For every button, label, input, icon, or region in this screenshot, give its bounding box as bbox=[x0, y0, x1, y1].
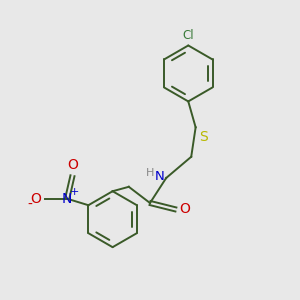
Text: O: O bbox=[67, 158, 78, 172]
Text: N: N bbox=[62, 192, 72, 206]
Text: O: O bbox=[31, 192, 42, 206]
Text: H: H bbox=[146, 168, 154, 178]
Text: N: N bbox=[154, 170, 164, 183]
Text: Cl: Cl bbox=[182, 29, 194, 42]
Text: O: O bbox=[179, 202, 190, 217]
Text: +: + bbox=[70, 187, 79, 197]
Text: -: - bbox=[28, 198, 33, 212]
Text: S: S bbox=[200, 130, 208, 144]
